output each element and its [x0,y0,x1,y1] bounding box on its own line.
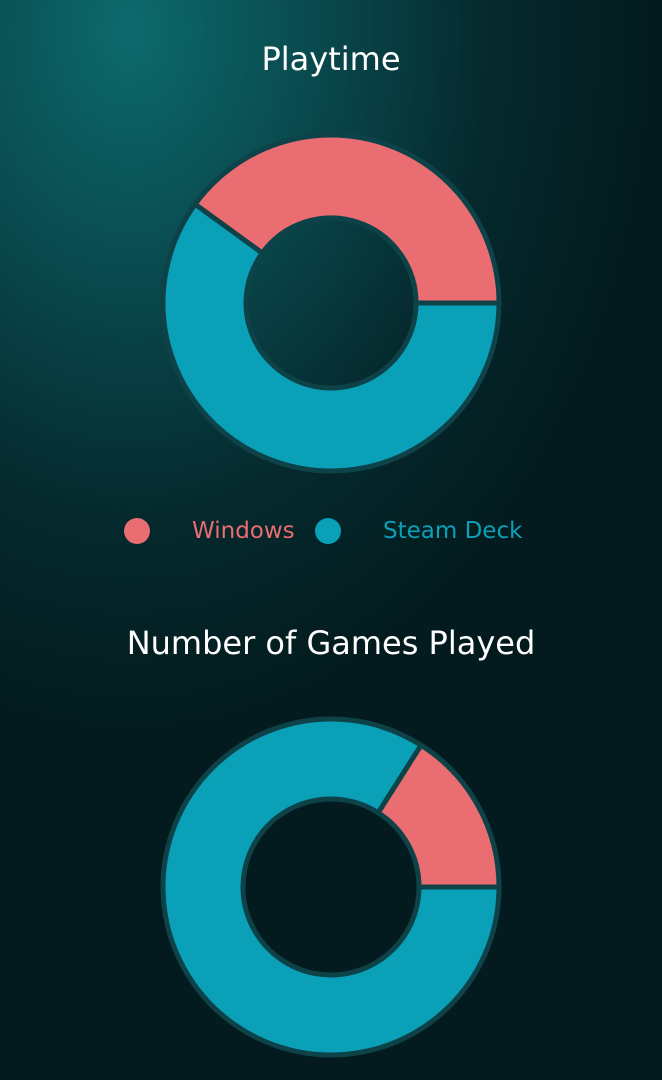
legend-swatch-windows [124,518,150,544]
slice-steam-deck [160,201,502,474]
slice-windows [192,132,502,306]
slice-steam-deck [160,716,502,1058]
chart-title-games-played: Number of Games Played [126,624,536,662]
legend-label-steam-deck: Steam Deck [383,518,523,544]
legend: Windows Steam Deck [0,512,662,552]
legend-swatch-steam-deck [315,518,341,544]
legend-label-windows: Windows [192,518,295,544]
chart-title-playtime: Playtime [261,40,401,78]
